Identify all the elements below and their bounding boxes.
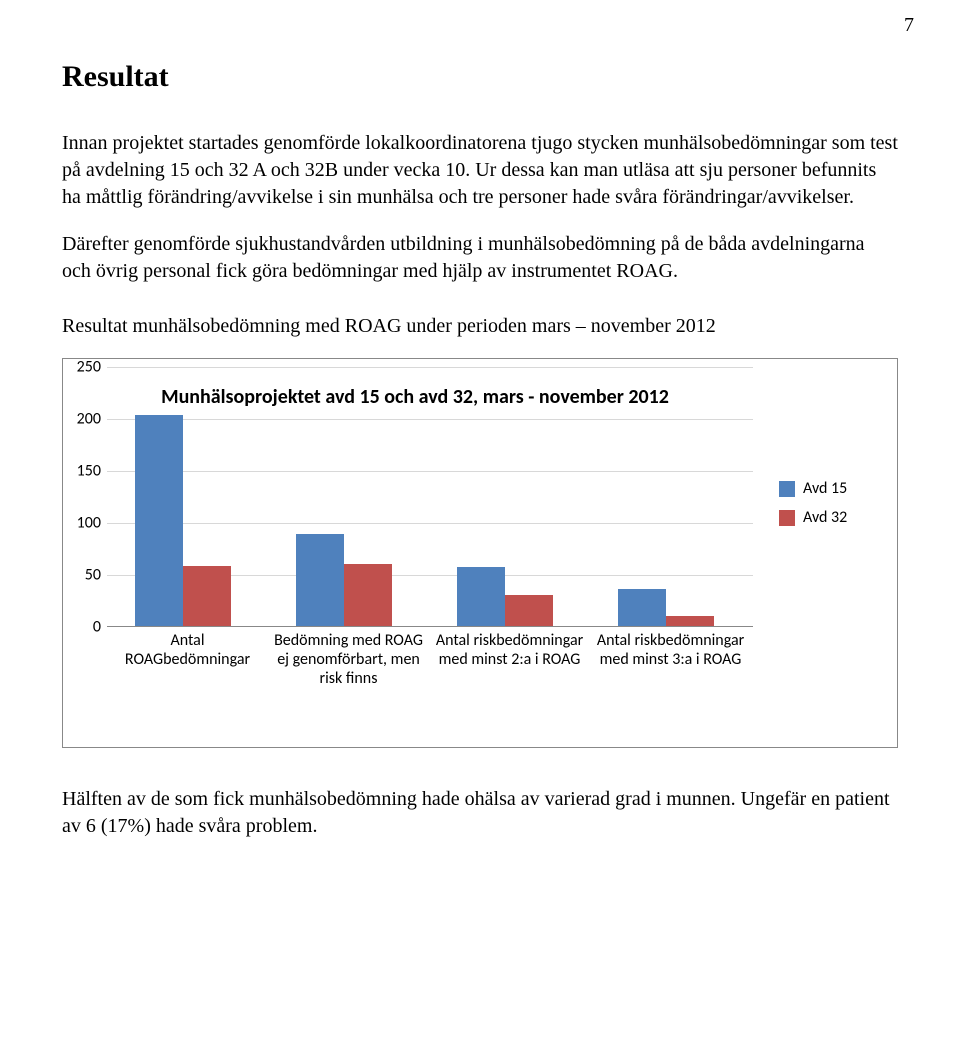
chart-y-tick: 200 [67,410,101,429]
chart-bar [344,564,392,626]
roag-bar-chart: Munhälsoprojektet avd 15 och avd 32, mar… [62,358,898,748]
chart-legend-item: Avd 15 [779,479,889,498]
chart-legend-item: Avd 32 [779,508,889,527]
chart-plot-area: 050100150200250 [107,367,753,627]
chart-bar [296,534,344,626]
chart-x-label: Bedömning med ROAG ej genomförbart, men … [268,631,429,689]
chart-y-tick: 250 [67,358,101,377]
chart-bar [135,415,183,626]
legend-label: Avd 32 [803,508,847,527]
chart-y-tick: 150 [67,462,101,481]
legend-label: Avd 15 [803,479,847,498]
chart-x-label: Antal ROAGbedömningar [107,631,268,669]
chart-bar [457,567,505,626]
legend-swatch [779,510,795,526]
chart-y-tick: 0 [67,618,101,637]
chart-y-tick: 50 [67,566,101,585]
chart-bar [505,595,553,626]
chart-x-label: Antal riskbedömningar med minst 2:a i RO… [429,631,590,669]
legend-swatch [779,481,795,497]
chart-bar [666,616,714,626]
page-title: Resultat [62,60,898,94]
chart-x-label: Antal riskbedömningar med minst 3:a i RO… [590,631,751,669]
chart-caption: Resultat munhälsobedömning med ROAG unde… [62,313,898,340]
body-paragraph-2: Därefter genomförde sjukhustandvården ut… [62,231,898,285]
chart-y-tick: 100 [67,514,101,533]
body-paragraph-3: Hälften av de som fick munhälsobedömning… [62,786,898,840]
body-paragraph-1: Innan projektet startades genomförde lok… [62,130,898,211]
chart-legend: Avd 15 Avd 32 [779,479,889,537]
page-number: 7 [904,14,914,37]
chart-bar [618,589,666,626]
chart-bar [183,566,231,626]
